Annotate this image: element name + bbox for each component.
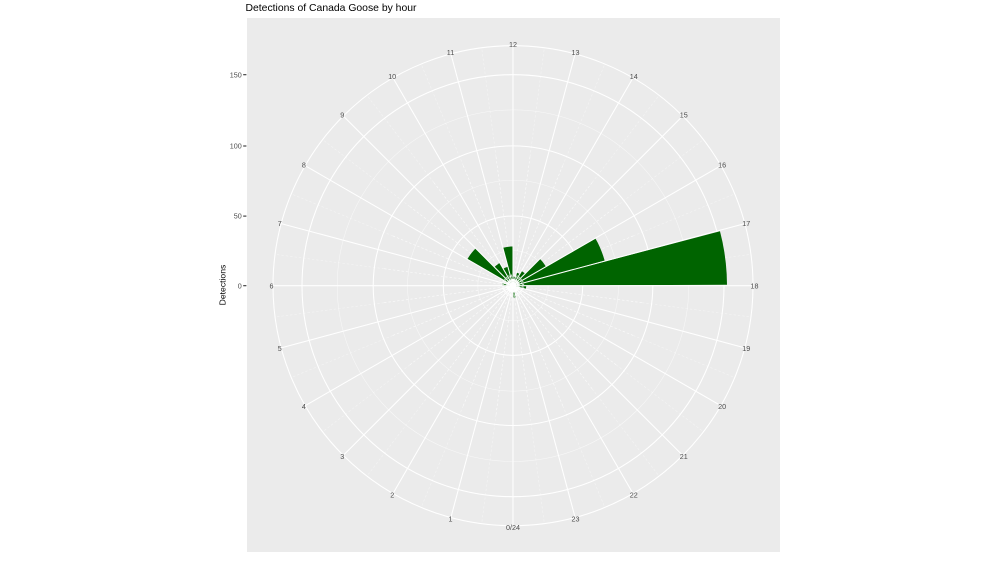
svg-text:17: 17 <box>742 219 750 228</box>
svg-text:14: 14 <box>630 72 638 81</box>
svg-text:16: 16 <box>718 161 726 170</box>
svg-text:7: 7 <box>278 219 282 228</box>
svg-text:8: 8 <box>302 161 306 170</box>
svg-text:3: 3 <box>340 452 344 461</box>
svg-text:19: 19 <box>742 344 750 353</box>
svg-text:21: 21 <box>680 452 688 461</box>
svg-text:50: 50 <box>234 212 242 221</box>
svg-text:Detections of Canada Goose by: Detections of Canada Goose by hour <box>246 3 418 14</box>
svg-text:0: 0 <box>238 281 242 290</box>
svg-text:5: 5 <box>278 344 282 353</box>
svg-text:4: 4 <box>302 402 306 411</box>
svg-text:22: 22 <box>630 490 638 499</box>
svg-text:1: 1 <box>449 515 453 524</box>
svg-text:9: 9 <box>340 111 344 120</box>
svg-text:Detections: Detections <box>217 265 227 306</box>
svg-text:11: 11 <box>447 48 454 57</box>
svg-text:20: 20 <box>718 402 726 411</box>
svg-text:23: 23 <box>572 515 580 524</box>
svg-text:12: 12 <box>509 40 517 49</box>
svg-text:2: 2 <box>390 490 394 499</box>
svg-text:100: 100 <box>230 142 242 151</box>
svg-text:18: 18 <box>751 281 759 290</box>
svg-text:150: 150 <box>230 70 242 79</box>
svg-text:0/24: 0/24 <box>506 523 520 532</box>
svg-text:15: 15 <box>680 111 688 120</box>
svg-text:6: 6 <box>270 281 274 290</box>
svg-text:10: 10 <box>388 72 396 81</box>
svg-text:13: 13 <box>572 48 580 57</box>
